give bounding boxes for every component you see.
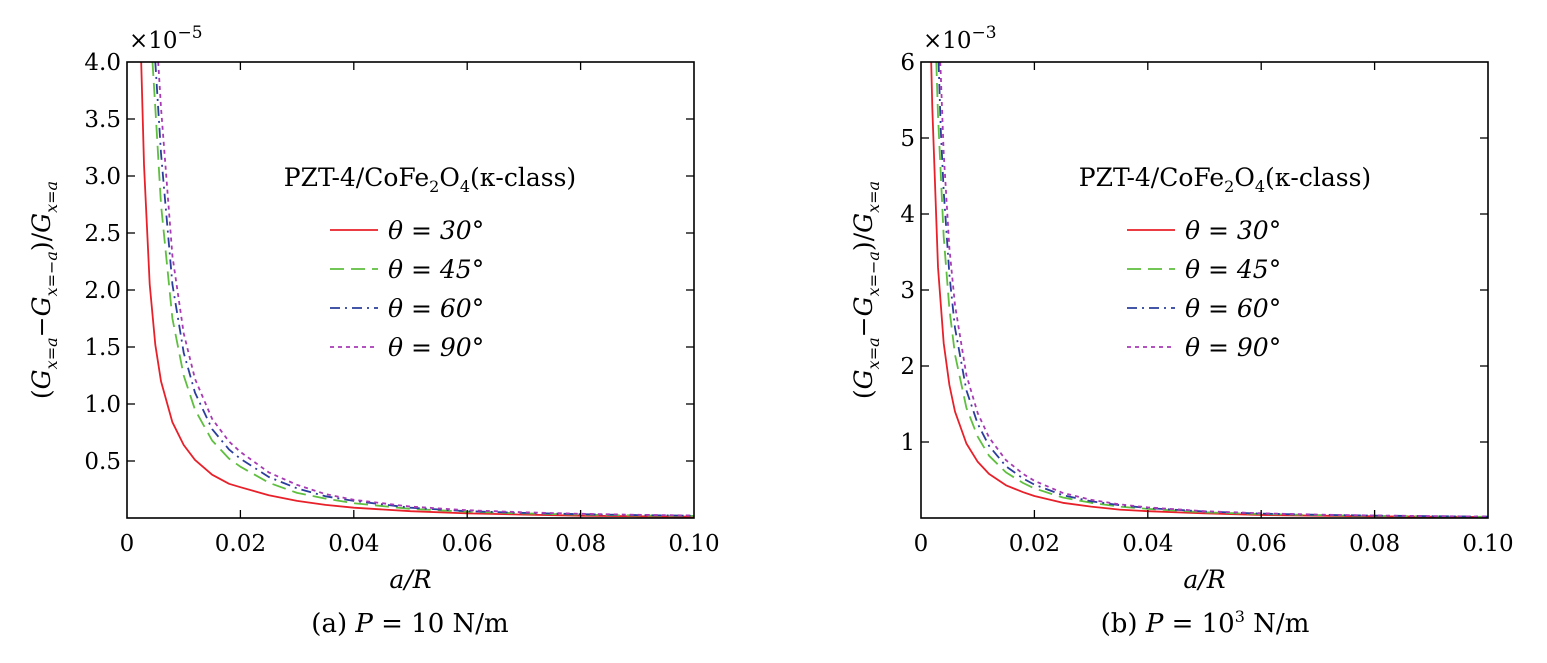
plot-frame [920, 61, 1489, 519]
y-tick-label: 1.5 [84, 335, 121, 361]
x-axis-label: a/R [1183, 565, 1225, 594]
series-line-4 [157, 62, 694, 517]
series-line-3 [937, 62, 1488, 518]
series-group [140, 62, 694, 518]
series-line-3 [154, 62, 694, 517]
y-tick-label: 6 [900, 50, 915, 76]
legend-label-4: θ = 90° [388, 333, 484, 362]
x-tick-label: 0.08 [1349, 531, 1400, 557]
x-tick-label: 0.08 [555, 531, 606, 557]
legend-label-3: θ = 60° [388, 294, 484, 323]
y-tick-label: 1 [900, 430, 915, 456]
series-line-1 [930, 62, 1488, 518]
series-line-2 [935, 62, 1488, 518]
x-tick-label: 0.04 [328, 531, 379, 557]
x-tick-label: 0 [914, 531, 929, 557]
y-tick-label: 2.0 [84, 278, 121, 304]
axis-multiplier: ×10−3 [923, 23, 997, 54]
legend-label-1: θ = 30° [1185, 216, 1281, 245]
x-tick-label: 0 [120, 531, 135, 557]
legend-label-1: θ = 30° [388, 216, 484, 245]
x-axis-label: a/R [389, 565, 431, 594]
x-tick-label: 0.10 [668, 531, 719, 557]
chart-panel-b: 0 0.02 0.04 0.06 0.08 0.10 1 2 3 4 5 6 ×10−3 a/R (Gx=a… [849, 23, 1514, 639]
x-tick-label: 0.10 [1462, 531, 1513, 557]
legend-title: PZT-4/CoFe2O4(κ-class) [284, 163, 576, 196]
y-tick-label: 2 [900, 354, 915, 380]
x-tick-label: 0.04 [1122, 531, 1173, 557]
x-tick-label: 0.06 [1236, 531, 1287, 557]
legend-title: PZT-4/CoFe2O4(κ-class) [1079, 163, 1371, 196]
legend-label-3: θ = 60° [1185, 294, 1281, 323]
y-tick-label: 1.0 [84, 392, 121, 418]
y-tick-label: 5 [900, 126, 915, 152]
y-tick-label: 3 [900, 278, 915, 304]
y-tick-label: 4 [900, 202, 915, 228]
y-tick-label: 0.5 [84, 449, 121, 475]
legend-label-2: θ = 45° [1185, 255, 1281, 284]
series-line-2 [151, 62, 694, 517]
y-tick-label: 2.5 [84, 221, 121, 247]
legend-label-2: θ = 45° [388, 255, 484, 284]
series-group [930, 62, 1488, 518]
y-axis-label: (Gx=a−Gx=−a)/Gx=a [849, 181, 883, 399]
y-axis-label: (Gx=a−Gx=−a)/Gx=a [27, 181, 61, 399]
x-tick-label: 0.06 [442, 531, 493, 557]
chart-panel-a: 0 0.02 0.04 0.06 0.08 0.10 0.5 1.0 1.5 2.0 2.5 3.0 3… [27, 23, 720, 639]
y-tick-label: 3.5 [84, 107, 121, 133]
series-line-4 [939, 62, 1488, 518]
x-tick-label: 0.02 [1009, 531, 1060, 557]
panel-caption: (a) P = 10 N/m [311, 609, 508, 639]
plot-frame [126, 61, 695, 519]
y-tick-label: 3.0 [84, 164, 121, 190]
axis-multiplier: ×10−5 [129, 23, 203, 54]
series-line-1 [140, 62, 694, 518]
y-tick-label: 4.0 [84, 50, 121, 76]
panel-caption: (b) P = 103 N/m [1101, 607, 1310, 639]
x-tick-label: 0.02 [215, 531, 266, 557]
legend-label-4: θ = 90° [1185, 333, 1281, 362]
